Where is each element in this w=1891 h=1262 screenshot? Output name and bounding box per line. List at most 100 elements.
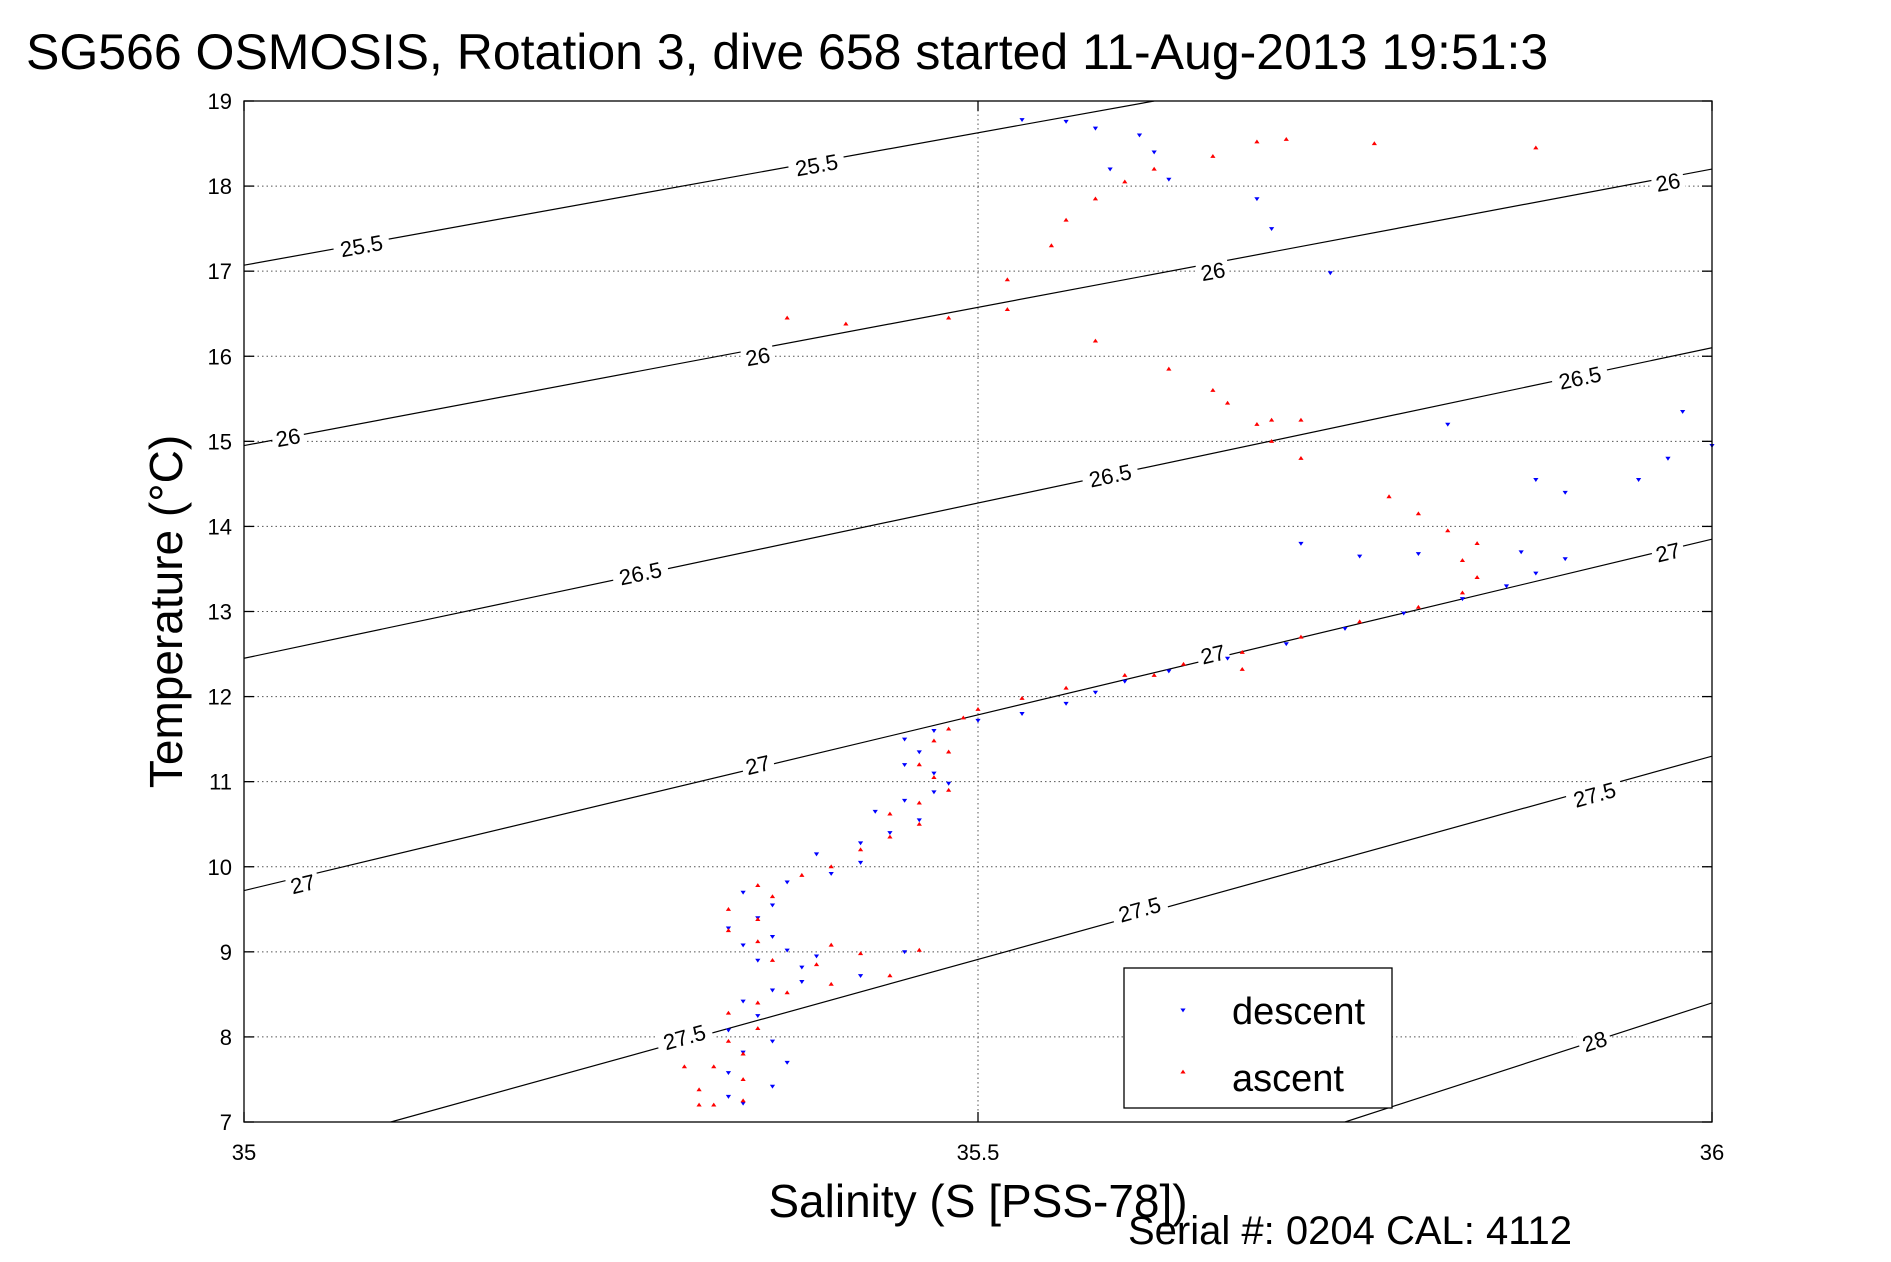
point-descent: [1092, 690, 1099, 695]
point-descent: [931, 771, 937, 776]
point-descent: [784, 948, 790, 953]
point-descent: [872, 809, 878, 814]
point-ascent: [1151, 166, 1157, 171]
point-descent: [931, 790, 937, 795]
point-descent: [1107, 167, 1113, 172]
point-descent: [1401, 611, 1407, 616]
x-axis-label: Salinity (S [PSS-78]): [768, 1175, 1187, 1227]
point-ascent: [769, 958, 776, 962]
point-descent: [902, 798, 908, 803]
point-ascent: [1166, 366, 1172, 371]
y-tick-label: 19: [208, 89, 232, 114]
point-ascent: [975, 707, 981, 711]
point-descent: [1342, 626, 1348, 631]
point-ascent: [755, 917, 761, 922]
point-descent: [1665, 456, 1671, 461]
y-tick-label: 14: [208, 514, 232, 539]
contour-line-26: [244, 168, 1712, 447]
point-descent: [916, 750, 922, 755]
point-descent: [769, 1084, 776, 1089]
point-descent: [1092, 126, 1099, 131]
point-descent: [1533, 478, 1539, 482]
point-ascent: [1239, 667, 1245, 671]
legend-marker-descent: [1180, 1008, 1186, 1013]
point-descent: [784, 1060, 790, 1065]
point-ascent: [946, 787, 952, 792]
point-ascent: [1239, 650, 1245, 654]
point-descent: [1122, 679, 1128, 684]
point-descent: [1518, 550, 1524, 555]
point-ascent: [725, 1038, 732, 1043]
point-ascent: [887, 811, 893, 816]
contour-label-bg: [284, 867, 321, 899]
point-descent: [887, 831, 893, 836]
point-ascent: [725, 906, 732, 911]
y-axis-label: Temperature (°C): [140, 435, 192, 788]
point-descent: [1533, 571, 1539, 576]
contour-label-bg: [786, 147, 847, 181]
point-descent: [1019, 712, 1025, 716]
point-ascent: [1048, 243, 1054, 248]
point-ascent: [916, 947, 922, 952]
point-ascent: [799, 872, 805, 877]
point-ascent: [1269, 438, 1275, 443]
point-descent: [769, 988, 776, 993]
contour-line-28: [1344, 1002, 1712, 1122]
contour-line-26-5: [244, 347, 1712, 659]
point-ascent: [1151, 672, 1157, 677]
point-descent: [1445, 422, 1451, 427]
point-ascent: [1357, 619, 1363, 624]
legend-marker-ascent: [1180, 1069, 1186, 1074]
point-ascent: [1224, 400, 1231, 405]
point-descent: [769, 1039, 776, 1044]
point-descent: [769, 903, 776, 908]
point-ascent: [755, 1000, 761, 1005]
contour-label-bg: [269, 421, 306, 451]
point-descent: [740, 999, 746, 1004]
point-ascent: [813, 962, 820, 967]
contour-label: 27: [743, 750, 773, 780]
point-ascent: [1298, 456, 1304, 460]
point-ascent: [755, 883, 761, 888]
contour-label: 27: [288, 869, 318, 899]
point-descent: [1136, 133, 1143, 138]
y-tick-label: 9: [220, 940, 232, 965]
point-descent: [857, 841, 864, 846]
point-descent: [1063, 701, 1069, 706]
grid: [244, 101, 1712, 1122]
contour-label-bg: [653, 1016, 715, 1055]
contour-label-bg: [1549, 359, 1610, 395]
y-tick-label: 11: [209, 770, 232, 795]
point-descent: [799, 965, 805, 970]
point-descent: [902, 763, 908, 767]
chart-title: SG566 OSMOSIS, Rotation 3, dive 658 star…: [26, 24, 1549, 80]
point-ascent: [916, 821, 922, 826]
point-ascent: [931, 738, 937, 743]
contour-label-bg: [331, 227, 391, 262]
point-descent: [902, 737, 908, 742]
point-ascent: [1459, 558, 1466, 563]
point-ascent: [960, 715, 966, 720]
axis-ticks: 35 35.5 36 7 8 9 10 11 12 13 14 15 16 17 18 19: [208, 89, 1725, 1165]
point-descent: [1283, 642, 1289, 647]
point-ascent: [696, 1102, 702, 1107]
point-descent: [813, 852, 820, 857]
point-ascent: [1254, 421, 1260, 426]
y-tick-label: 17: [208, 259, 232, 284]
contour-label: 27: [1198, 640, 1228, 670]
point-ascent: [740, 1077, 746, 1082]
point-ascent: [1063, 685, 1069, 690]
data-series: [681, 118, 1715, 1107]
point-ascent: [843, 321, 849, 326]
point-descent: [1019, 118, 1025, 123]
point-ascent: [1298, 417, 1304, 422]
point-ascent: [1122, 179, 1128, 184]
contour-label-bg: [1194, 637, 1232, 669]
point-ascent: [740, 1098, 746, 1103]
y-tick-label: 12: [208, 685, 232, 710]
contour-label: 26: [1654, 168, 1683, 197]
point-ascent: [681, 1064, 687, 1069]
point-ascent: [1092, 196, 1099, 201]
point-ascent: [1386, 494, 1392, 499]
point-descent: [857, 974, 864, 978]
